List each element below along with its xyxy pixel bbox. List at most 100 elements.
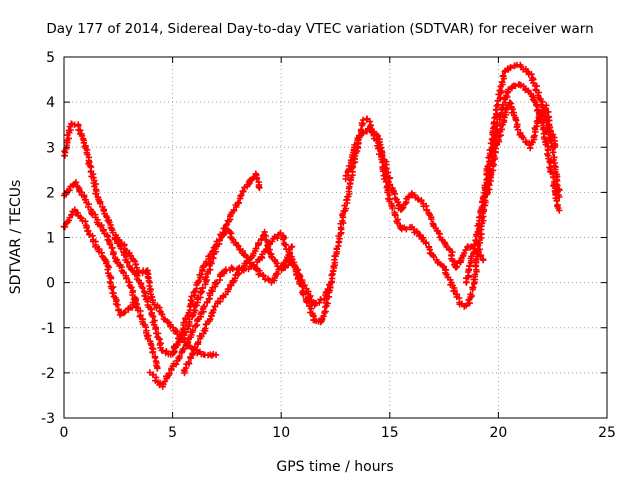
y-tick-label: 5 <box>46 50 55 66</box>
data-point <box>392 212 399 219</box>
data-point <box>356 132 363 139</box>
data-point <box>493 102 500 109</box>
data-point <box>294 266 302 274</box>
data-point <box>495 136 502 143</box>
series-track-i <box>463 61 563 286</box>
y-tick-label: 3 <box>46 140 55 156</box>
series-track-e <box>146 81 563 390</box>
data-point <box>379 152 386 160</box>
data-point <box>274 270 281 278</box>
data-point <box>212 303 219 310</box>
data-point <box>195 339 202 346</box>
data-point <box>235 242 242 250</box>
data-point <box>229 265 236 272</box>
y-tick-label: 1 <box>46 231 55 247</box>
data-point <box>520 134 527 141</box>
data-point <box>543 108 551 115</box>
data-point <box>505 86 512 93</box>
x-tick-label: 15 <box>381 425 399 441</box>
data-point <box>110 251 117 258</box>
series-track-j <box>484 99 559 196</box>
data-point <box>154 365 161 372</box>
data-point <box>208 310 215 317</box>
data-point <box>132 297 139 304</box>
data-point <box>65 135 72 142</box>
data-point <box>124 258 131 266</box>
data-point <box>228 282 235 289</box>
data-point <box>199 284 206 292</box>
data-point <box>422 240 429 247</box>
data-point <box>500 73 507 80</box>
data-point <box>255 239 262 247</box>
data-point <box>98 222 105 229</box>
data-point <box>327 279 335 286</box>
data-point <box>212 351 220 359</box>
data-point <box>467 291 474 298</box>
data-point <box>490 153 498 160</box>
data-point <box>207 258 215 265</box>
data-point <box>238 192 245 199</box>
data-point <box>466 262 473 269</box>
data-point <box>498 126 505 133</box>
data-point <box>320 313 327 320</box>
data-point <box>151 354 159 361</box>
data-point <box>556 207 563 214</box>
data-point <box>106 241 114 248</box>
data-point <box>281 263 289 270</box>
data-point <box>120 309 127 317</box>
data-point <box>234 271 242 278</box>
data-point <box>554 182 561 189</box>
data-point <box>261 228 268 236</box>
series-track-h <box>342 125 487 271</box>
data-point <box>487 172 494 179</box>
data-point <box>121 308 129 316</box>
data-point <box>207 316 214 323</box>
data-point <box>389 204 396 212</box>
data-point <box>506 99 513 106</box>
data-point <box>141 292 148 300</box>
data-point <box>516 81 523 88</box>
data-point <box>96 200 104 207</box>
data-point <box>545 147 552 154</box>
data-point <box>235 199 242 206</box>
data-point <box>450 287 457 295</box>
x-tick-label: 25 <box>598 425 616 441</box>
data-point <box>156 336 163 343</box>
y-tick-label: -1 <box>41 321 55 337</box>
data-point <box>114 301 121 308</box>
data-point <box>374 132 381 140</box>
series-track-g <box>181 228 335 377</box>
data-point <box>229 236 236 243</box>
data-point <box>528 71 535 78</box>
data-point <box>496 132 503 140</box>
data-point <box>357 126 365 133</box>
data-point <box>274 234 281 242</box>
data-point <box>189 327 197 334</box>
data-point <box>228 264 235 271</box>
data-point <box>546 158 553 165</box>
series-track-f <box>169 226 296 355</box>
data-point <box>185 359 192 366</box>
data-point <box>303 299 310 306</box>
data-point <box>149 349 156 356</box>
data-point <box>268 253 275 260</box>
data-point <box>403 226 410 233</box>
data-point <box>253 245 260 252</box>
data-point <box>225 286 232 293</box>
data-point <box>195 277 202 285</box>
data-point <box>330 263 337 270</box>
data-point <box>556 193 563 201</box>
data-point <box>288 243 296 250</box>
data-point <box>148 293 155 301</box>
data-point <box>553 181 560 188</box>
x-axis-label: GPS time / hours <box>276 459 393 475</box>
data-point <box>479 256 487 264</box>
data-point <box>253 175 261 182</box>
data-point <box>366 118 374 125</box>
y-tick-label: 0 <box>46 276 55 292</box>
y-axis-label: SDTVAR / TECUs <box>8 180 24 295</box>
data-point <box>384 169 392 176</box>
data-point <box>471 241 478 248</box>
data-point <box>321 295 328 303</box>
